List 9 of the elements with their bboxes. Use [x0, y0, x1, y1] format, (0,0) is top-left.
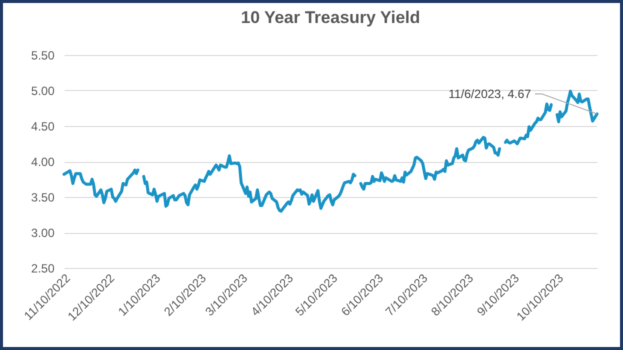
y-tick-label: 3.50 — [31, 190, 55, 204]
annotation: 11/6/2023, 4.67 — [448, 86, 532, 101]
y-tick-label: 4.50 — [31, 120, 55, 134]
y-tick-label: 2.50 — [31, 262, 55, 276]
y-tick-label: 5.50 — [31, 48, 55, 62]
chart-title: 10 Year Treasury Yield — [240, 8, 420, 27]
y-tick-label: 4.00 — [31, 155, 55, 169]
y-tick-label: 3.00 — [31, 226, 55, 240]
y-tick-label: 5.00 — [31, 84, 55, 98]
